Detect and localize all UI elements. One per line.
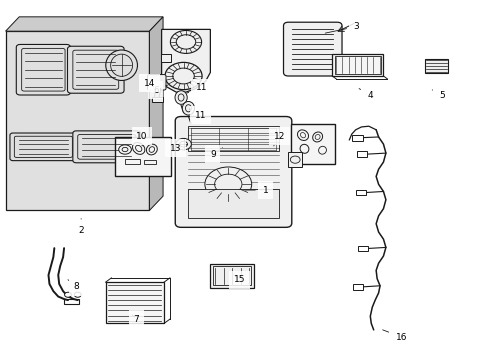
Ellipse shape	[146, 144, 157, 155]
Bar	[424, 59, 447, 73]
Bar	[351, 135, 362, 140]
Circle shape	[119, 145, 131, 154]
Bar	[334, 56, 380, 74]
Text: 11: 11	[187, 83, 207, 93]
FancyBboxPatch shape	[16, 44, 70, 95]
Text: 1: 1	[244, 185, 268, 194]
Circle shape	[175, 138, 191, 150]
Ellipse shape	[300, 144, 308, 153]
Bar	[213, 266, 251, 285]
Polygon shape	[5, 31, 149, 211]
Ellipse shape	[318, 146, 326, 154]
Circle shape	[64, 292, 71, 297]
Text: 10: 10	[136, 132, 147, 146]
Bar	[357, 246, 367, 251]
Polygon shape	[149, 17, 163, 211]
Ellipse shape	[182, 102, 194, 115]
Circle shape	[74, 292, 81, 297]
Text: 3: 3	[325, 22, 359, 33]
Circle shape	[204, 167, 251, 201]
Bar	[64, 300, 79, 304]
Bar	[355, 190, 366, 195]
Ellipse shape	[132, 143, 144, 154]
Text: 7: 7	[132, 315, 139, 324]
Bar	[188, 126, 278, 151]
Bar	[288, 153, 302, 167]
Text: 2: 2	[78, 219, 84, 235]
FancyBboxPatch shape	[283, 22, 341, 76]
Text: 5: 5	[431, 90, 445, 100]
Ellipse shape	[312, 132, 322, 142]
Text: 4: 4	[358, 89, 372, 100]
Ellipse shape	[175, 91, 187, 104]
Bar	[105, 282, 163, 323]
Text: 16: 16	[382, 330, 407, 342]
Bar	[352, 284, 363, 290]
Text: 6: 6	[153, 85, 167, 95]
Text: 11: 11	[189, 109, 206, 120]
Text: 9: 9	[209, 148, 222, 159]
Bar	[143, 159, 156, 164]
Bar	[356, 151, 366, 157]
FancyBboxPatch shape	[73, 131, 141, 163]
FancyBboxPatch shape	[175, 117, 291, 227]
Text: 8: 8	[68, 280, 79, 291]
Circle shape	[170, 31, 201, 53]
Bar	[188, 189, 278, 218]
Text: 13: 13	[169, 144, 181, 153]
Bar	[152, 97, 162, 102]
Text: 15: 15	[233, 275, 245, 284]
Polygon shape	[161, 30, 210, 92]
Bar	[125, 159, 140, 164]
Bar	[160, 54, 171, 62]
Bar	[210, 264, 254, 288]
FancyBboxPatch shape	[67, 46, 124, 93]
Text: 12: 12	[273, 132, 285, 146]
Ellipse shape	[297, 130, 308, 140]
Bar	[331, 54, 383, 76]
FancyBboxPatch shape	[147, 75, 165, 90]
Polygon shape	[5, 17, 163, 31]
Text: 14: 14	[143, 79, 155, 88]
FancyBboxPatch shape	[10, 133, 77, 161]
Bar	[290, 125, 334, 164]
Bar	[115, 137, 171, 176]
Circle shape	[164, 62, 202, 90]
Ellipse shape	[105, 50, 137, 81]
